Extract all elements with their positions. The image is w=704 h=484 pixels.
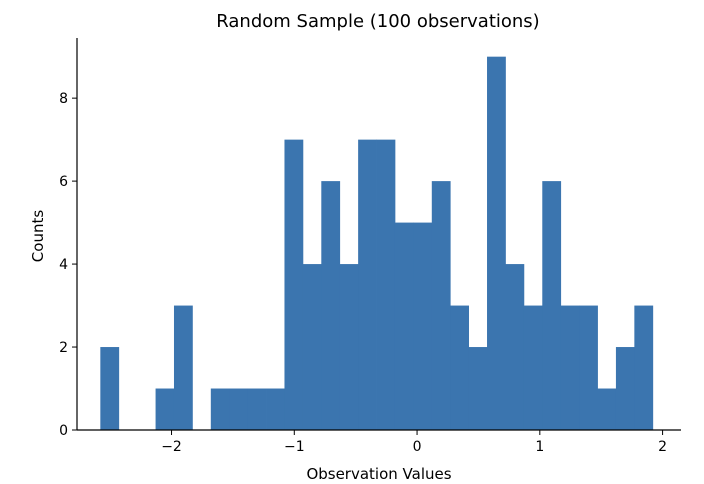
histogram-bar-18 [431, 181, 451, 430]
histogram-bar-11 [302, 264, 322, 430]
histogram-bar-8 [247, 388, 267, 430]
histogram-bar-24 [542, 181, 562, 430]
y-tick-label: 2 [59, 340, 68, 356]
histogram-bar-6 [210, 388, 230, 430]
histogram-bar-23 [523, 305, 543, 430]
x-tick-label: 0 [413, 439, 422, 455]
y-ticks-group: 0 2 4 6 8 [59, 91, 77, 439]
histogram-bar-27 [597, 388, 617, 430]
x-tick-label: −1 [284, 439, 305, 455]
histogram-bar-9 [266, 388, 285, 430]
y-tick-label: 6 [59, 174, 68, 190]
x-ticks-group: −2 −1 0 1 2 [161, 430, 667, 455]
histogram-bar-19 [450, 305, 470, 430]
histogram-bar-25 [560, 305, 580, 430]
x-tick-label: 1 [535, 439, 544, 455]
chart-title: Random Sample (100 observations) [216, 11, 539, 32]
histogram-bar-3 [155, 388, 175, 430]
histogram-bar-28 [615, 347, 635, 430]
histogram-bar-10 [284, 139, 304, 430]
bars-group [100, 56, 654, 431]
histogram-bar-21 [487, 56, 506, 431]
y-axis-label: Counts [29, 210, 47, 263]
histogram-bar-4 [173, 305, 193, 430]
histogram-bar-0 [100, 347, 120, 430]
y-tick-label: 8 [59, 91, 68, 107]
x-axis-label: Observation Values [306, 465, 451, 483]
histogram-bar-26 [579, 305, 598, 430]
y-tick-label: 4 [59, 257, 68, 273]
histogram-bar-29 [634, 305, 654, 430]
x-tick-label: −2 [161, 439, 182, 455]
histogram-bar-15 [376, 139, 396, 430]
histogram-bar-22 [505, 264, 525, 430]
histogram-bar-13 [339, 264, 359, 430]
x-tick-label: 2 [658, 439, 667, 455]
y-tick-label: 0 [59, 423, 68, 439]
histogram-bar-7 [229, 388, 249, 430]
histogram-bar-20 [468, 347, 488, 430]
histogram-bar-17 [413, 222, 433, 430]
histogram-bar-12 [321, 181, 341, 430]
histogram-bar-16 [394, 222, 414, 430]
histogram-bar-14 [358, 139, 377, 430]
